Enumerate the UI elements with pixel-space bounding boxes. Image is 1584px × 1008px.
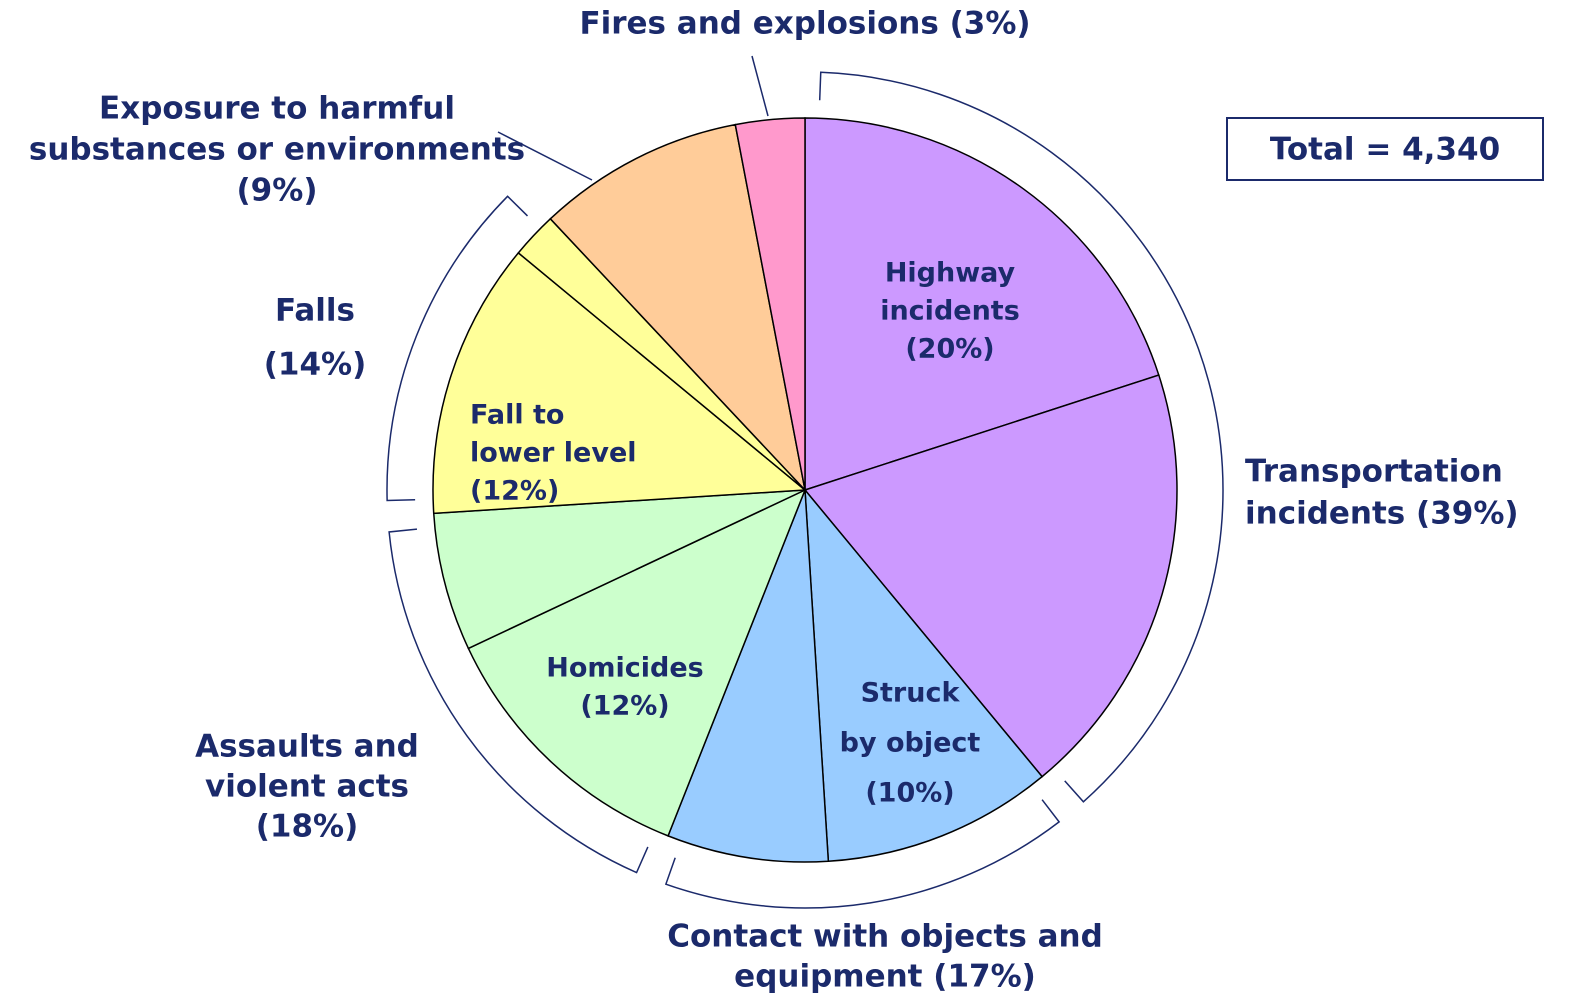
- label: incidents (39%): [1245, 496, 1519, 532]
- label: Exposure to harmful: [99, 91, 455, 127]
- group-bracket: [386, 195, 529, 502]
- label: Assaults and: [195, 729, 419, 765]
- label: Fires and explosions (3%): [579, 6, 1030, 42]
- leader-line: [751, 55, 769, 117]
- slice: [804, 117, 1160, 492]
- label: violent acts: [205, 769, 409, 805]
- label: lower level: [470, 438, 637, 469]
- group-bracket: [388, 528, 649, 874]
- group-bracket: [818, 71, 1224, 803]
- label: equipment (17%): [734, 959, 1036, 995]
- label: (14%): [264, 347, 367, 383]
- slice: [432, 251, 807, 515]
- leader-line: [497, 131, 593, 181]
- label: Highway: [885, 258, 1016, 289]
- label: Contact with objects and: [667, 919, 1103, 955]
- label: (18%): [256, 809, 359, 845]
- label: (10%): [865, 778, 954, 809]
- label: Homicides: [546, 653, 704, 684]
- label: (12%): [580, 691, 669, 722]
- label: Falls: [275, 293, 355, 329]
- label: Struck: [861, 678, 961, 709]
- slice: [549, 123, 807, 493]
- label: Transportation: [1245, 454, 1503, 490]
- label: by object: [840, 728, 981, 759]
- total-annotation: Total = 4,340: [1270, 132, 1500, 168]
- slice: [803, 374, 1178, 778]
- slice: [734, 117, 806, 491]
- slice: [432, 489, 806, 650]
- total-box: [1226, 117, 1544, 181]
- label: substances or environments: [29, 132, 525, 168]
- slice: [467, 488, 807, 837]
- slice: [804, 487, 1044, 863]
- label: (9%): [237, 173, 318, 209]
- label: Fall to: [470, 400, 564, 431]
- pie: [432, 117, 1178, 863]
- group-bracket: [664, 799, 1061, 909]
- slice: [667, 489, 830, 863]
- label: incidents: [880, 296, 1020, 327]
- label: (12%): [470, 476, 559, 507]
- label: (20%): [905, 334, 994, 365]
